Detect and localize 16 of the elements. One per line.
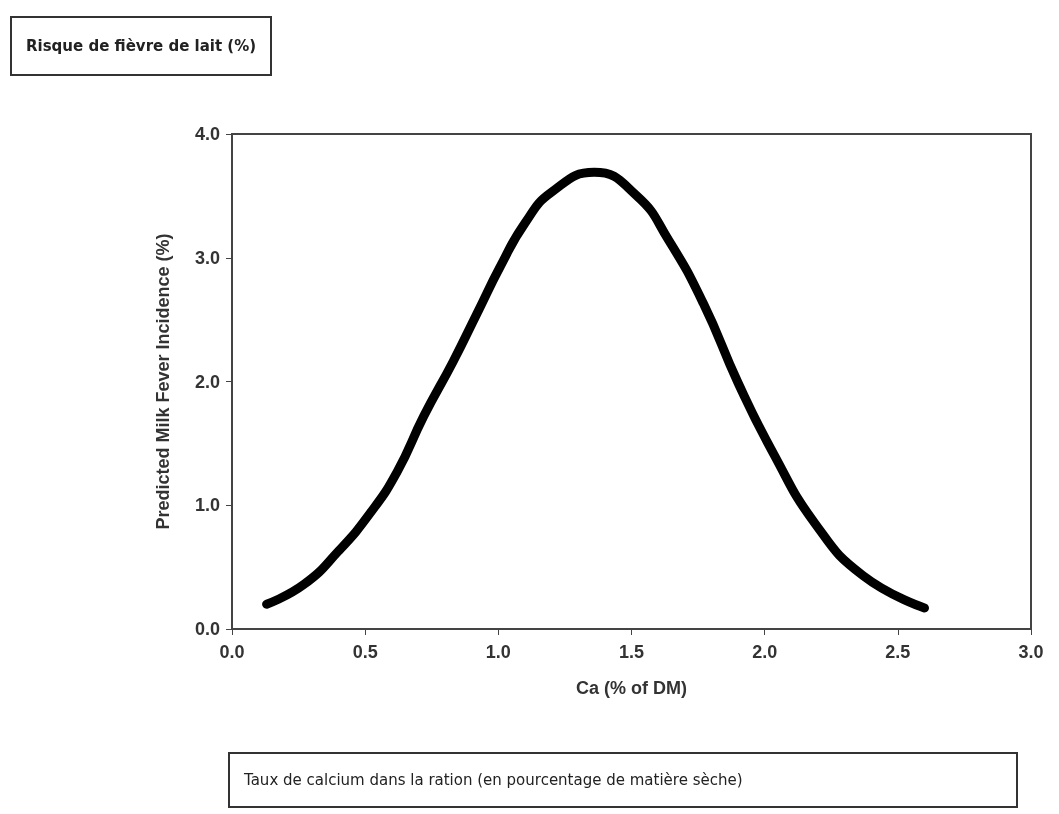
y-axis-title: Predicted Milk Fever Incidence (%) xyxy=(153,233,173,530)
chart-title: Risque de fièvre de lait (%) xyxy=(10,16,273,76)
y-tick-label: 3.0 xyxy=(194,247,220,268)
x-tick-label: 1.5 xyxy=(618,642,645,662)
y-tick-label: 0.0 xyxy=(194,619,220,639)
y-tick-label: 4.0 xyxy=(194,124,220,144)
x-axis-title: Ca (% of DM) xyxy=(576,678,687,698)
x-tick-label: 3.0 xyxy=(1018,642,1044,662)
x-tick-label: 0.0 xyxy=(219,642,245,662)
x-tick-label: 0.5 xyxy=(352,642,378,662)
y-tick-label: 2.0 xyxy=(194,371,220,392)
x-tick-label: 1.0 xyxy=(485,642,511,662)
text: Taux de calcium dans la ration (en pourcentage de matière sèche) xyxy=(228,752,1018,808)
x-tick-label: 2.0 xyxy=(752,642,778,662)
y-tick-label: 1.0 xyxy=(194,495,220,516)
x-tick-label: 2.5 xyxy=(885,642,911,662)
